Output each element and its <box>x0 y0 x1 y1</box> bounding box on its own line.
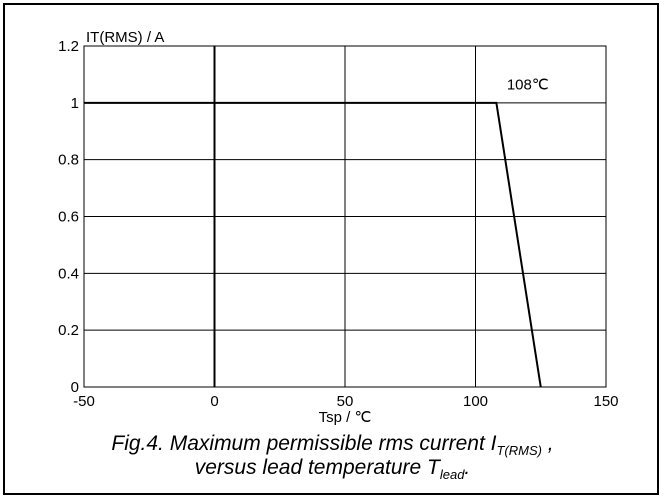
figure-frame <box>3 3 659 495</box>
caption-line-1-end: , <box>541 432 554 455</box>
caption-line-2-end: . <box>464 456 471 479</box>
y-tick-label-3: 0.6 <box>58 209 79 226</box>
x-axis-label: Tsp / ℃ <box>319 409 372 426</box>
series-layer <box>84 101 542 388</box>
caption-line-2-subscript: lead <box>439 467 465 482</box>
series-line-0 <box>84 101 542 388</box>
caption-line-2-text: versus lead temperature T <box>194 456 440 479</box>
x-tick-label-1: 0 <box>210 393 218 410</box>
y-tick-label-4: 0.8 <box>58 152 79 169</box>
y-tick-label-0: 0 <box>71 379 79 396</box>
x-tick-label-3: 100 <box>463 393 488 410</box>
y-tick-labels: 0 0.2 0.4 0.6 0.8 1 1.2 <box>58 38 79 396</box>
y-axis-label: IT(RMS) / A <box>86 29 164 46</box>
caption-line-1-text: Fig.4. Maximum permissible rms current I <box>111 432 497 455</box>
x-tick-label-0: -50 <box>73 393 95 410</box>
caption-line-1: Fig.4. Maximum permissible rms current I… <box>0 432 665 458</box>
caption-line-2: versus lead temperature Tlead. <box>0 456 665 482</box>
plot-area-border <box>83 45 607 388</box>
figure-caption: Fig.4. Maximum permissible rms current I… <box>0 432 665 482</box>
x-tick-label-4: 150 <box>593 393 618 410</box>
y-tick-label-6: 1.2 <box>58 38 79 55</box>
y-tick-label-5: 1 <box>71 95 79 112</box>
x-tick-label-2: 50 <box>337 393 354 410</box>
annotation-label: 108℃ <box>507 77 549 94</box>
gridlines <box>84 46 606 387</box>
y-tick-label-1: 0.2 <box>58 322 79 339</box>
x-tick-labels: -50 0 50 100 150 <box>73 393 618 410</box>
caption-line-1-subscript: T(RMS) <box>496 443 542 458</box>
y-tick-label-2: 0.4 <box>58 265 79 282</box>
